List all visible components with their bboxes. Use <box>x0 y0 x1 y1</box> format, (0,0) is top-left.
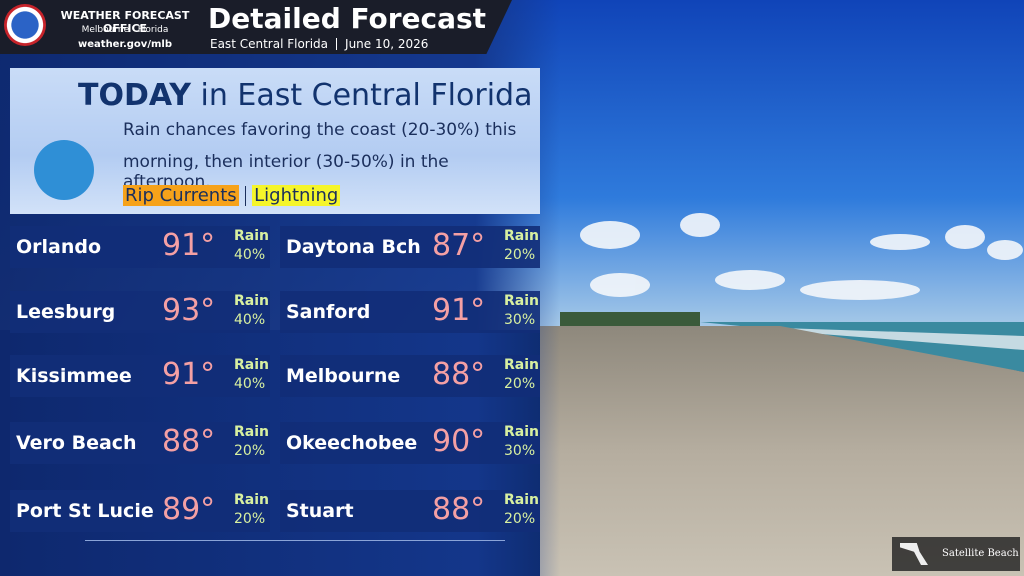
rain-label: Rain <box>504 228 539 244</box>
today-label: TODAY <box>78 78 191 113</box>
rain-label: Rain <box>504 492 539 508</box>
today-text: Rain chances favoring the coast (20-30%)… <box>123 120 517 140</box>
city-temp: 90° <box>432 424 486 459</box>
city-row: Leesburg 93° Rain 40% <box>10 291 270 333</box>
city-name: Orlando <box>16 236 102 258</box>
rain-label: Rain <box>504 357 539 373</box>
city-name: Leesburg <box>16 301 116 323</box>
office-location: Melbourne · Florida <box>81 25 169 35</box>
city-row: Sanford 91° Rain 30% <box>280 291 540 333</box>
rain-chance: 20% <box>504 511 536 527</box>
rain-chance: 30% <box>504 443 536 459</box>
city-row: Orlando 91° Rain 40% <box>10 226 270 268</box>
rain-chance: 20% <box>234 443 266 459</box>
office-state: Florida <box>137 25 169 35</box>
city-row: Kissimmee 91° Rain 40% <box>10 355 270 397</box>
rain-chance: 20% <box>504 376 536 392</box>
city-row: Okeechobee 90° Rain 30% <box>280 422 540 464</box>
title: Detailed Forecast <box>208 2 487 35</box>
city-temp: 88° <box>432 492 486 527</box>
rain-label: Rain <box>234 293 269 309</box>
city-row: Daytona Bch 87° Rain 20% <box>280 226 540 268</box>
today-region: in East Central Florida <box>200 78 533 113</box>
caption-text: Satellite Beach <box>942 548 1019 559</box>
rain-label: Rain <box>234 424 269 440</box>
rain-label: Rain <box>504 293 539 309</box>
city-name: Okeechobee <box>286 432 418 454</box>
city-row: Melbourne 88° Rain 20% <box>280 355 540 397</box>
rain-label: Rain <box>234 357 269 373</box>
separator <box>336 38 338 50</box>
office-city: Melbourne <box>81 25 130 35</box>
photo-caption: Satellite Beach <box>892 537 1020 571</box>
office-name: WEATHER FORECAST OFFICE <box>60 9 190 35</box>
hazards: Rip Currents Lightning <box>123 185 341 206</box>
city-temp: 88° <box>162 424 216 459</box>
rain-chance: 20% <box>504 247 536 263</box>
rain-chance: 30% <box>504 312 536 328</box>
date: June 10, 2026 <box>345 37 429 51</box>
city-temp: 89° <box>162 492 216 527</box>
office-url: weather.gov/mlb <box>78 39 172 50</box>
city-temp: 93° <box>162 293 216 328</box>
city-name: Sanford <box>286 301 371 323</box>
city-name: Daytona Bch <box>286 236 421 258</box>
city-temp: 91° <box>162 357 216 392</box>
rain-chance: 20% <box>234 511 266 527</box>
city-temp: 91° <box>162 228 216 263</box>
rain-label: Rain <box>234 492 269 508</box>
city-temp: 91° <box>432 293 486 328</box>
city-name: Melbourne <box>286 365 401 387</box>
header: WEATHER FORECAST OFFICE Melbourne · Flor… <box>0 0 512 54</box>
city-row: Stuart 88° Rain 20% <box>280 490 540 532</box>
city-temp: 87° <box>432 228 486 263</box>
region: East Central Florida <box>210 37 329 51</box>
weather-icon <box>34 140 94 200</box>
rain-label: Rain <box>504 424 539 440</box>
rain-chance: 40% <box>234 312 266 328</box>
city-row: Port St Lucie 89° Rain 20% <box>10 490 270 532</box>
rain-chance: 40% <box>234 247 266 263</box>
city-name: Port St Lucie <box>16 500 154 522</box>
city-temp: 88° <box>432 357 486 392</box>
subtitle: East Central Florida June 10, 2026 <box>210 37 428 51</box>
city-name: Vero Beach <box>16 432 137 454</box>
hazard: Rip Currents <box>123 185 239 206</box>
divider <box>85 540 505 541</box>
rain-label: Rain <box>234 228 269 244</box>
nws-logo <box>4 4 46 46</box>
city-name: Kissimmee <box>16 365 132 387</box>
today-heading: TODAY in East Central Florida <box>78 78 532 113</box>
today-box: TODAY in East Central Florida Rain chanc… <box>10 68 540 214</box>
city-name: Stuart <box>286 500 354 522</box>
hazard: Lightning <box>252 185 341 206</box>
separator <box>244 185 247 206</box>
florida-icon <box>900 543 928 565</box>
city-row: Vero Beach 88° Rain 20% <box>10 422 270 464</box>
rain-chance: 40% <box>234 376 266 392</box>
